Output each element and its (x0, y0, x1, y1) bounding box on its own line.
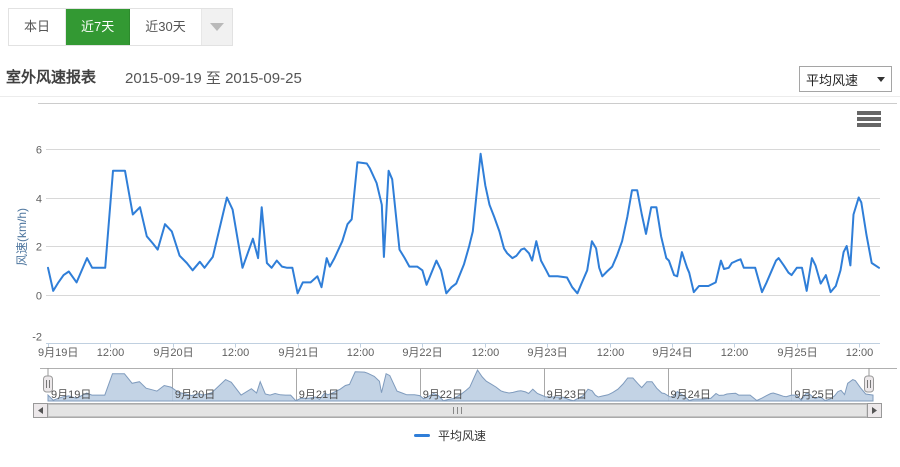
svg-text:12:00: 12:00 (347, 347, 375, 359)
svg-text:12:00: 12:00 (846, 347, 874, 359)
y-gridlines (46, 149, 880, 344)
svg-text:9月25日: 9月25日 (777, 347, 817, 359)
scrollbar (33, 403, 882, 418)
navigator: 9月19日 9月20日 9月21日 9月22日 9月23日 9月24日 9月25日 (40, 368, 897, 402)
svg-text:9月21日: 9月21日 (278, 347, 318, 359)
svg-text:12:00: 12:00 (721, 347, 749, 359)
svg-text:9月20日: 9月20日 (153, 347, 193, 359)
tab-today[interactable]: 本日 (9, 9, 67, 45)
svg-text:12:00: 12:00 (97, 347, 125, 359)
arrow-left-icon (38, 407, 43, 414)
legend: 平均风速 (0, 427, 900, 444)
metric-select[interactable]: 平均风速 (799, 66, 892, 92)
metric-select-value: 平均风速 (806, 72, 859, 88)
svg-text:0: 0 (36, 291, 42, 303)
svg-text:2: 2 (36, 242, 42, 254)
svg-text:4: 4 (36, 194, 42, 206)
svg-text:9月19日: 9月19日 (51, 389, 91, 401)
navigator-day-labels: 9月19日 9月20日 9月21日 9月22日 9月23日 9月24日 9月25日 (51, 389, 835, 401)
svg-text:9月23日: 9月23日 (527, 347, 567, 359)
x-axis: 9月19日 12:00 9月20日 12:00 9月21日 12:00 9月22日 12:00… (38, 343, 873, 359)
export-menu-button[interactable] (850, 104, 890, 132)
svg-text:9月21日: 9月21日 (299, 389, 339, 401)
arrow-right-icon (872, 407, 877, 414)
legend-item-average-wind-speed[interactable]: 平均风速 (413, 427, 486, 444)
scrollbar-left-arrow-button[interactable] (33, 403, 48, 418)
svg-text:12:00: 12:00 (222, 347, 250, 359)
svg-text:9月23日: 9月23日 (547, 389, 587, 401)
svg-text:9月24日: 9月24日 (671, 389, 711, 401)
svg-text:9月20日: 9月20日 (175, 389, 215, 401)
navigator-left-handle[interactable] (43, 368, 53, 393)
tab-last-7-days[interactable]: 近7天 (66, 9, 131, 45)
tab-dropdown-button[interactable] (201, 9, 232, 45)
svg-text:12:00: 12:00 (472, 347, 500, 359)
scrollbar-grip-icon (453, 407, 462, 414)
page-title: 室外风速报表 (6, 69, 97, 86)
legend-line-icon (413, 434, 430, 437)
y-axis-labels: 6 4 2 0 -2 (32, 145, 42, 344)
navigator-right-handle[interactable] (864, 368, 874, 393)
svg-text:9月22日: 9月22日 (402, 347, 442, 359)
svg-text:6: 6 (36, 145, 42, 157)
tab-last-30-days[interactable]: 近30天 (130, 9, 202, 45)
svg-text:9月25日: 9月25日 (794, 389, 834, 401)
date-range-text: 2015-09-19 至 2015-09-25 (125, 70, 302, 87)
scrollbar-right-arrow-button[interactable] (867, 403, 882, 418)
svg-text:-2: -2 (32, 332, 42, 344)
wind-speed-chart: 风速(km/h) 6 4 2 0 -2 9月19日 12:00 9月20日 12:00 9月21… (15, 103, 897, 418)
legend-label: 平均风速 (437, 429, 486, 443)
hamburger-icon (857, 111, 881, 127)
header-separator (0, 96, 900, 97)
svg-text:9月24日: 9月24日 (652, 347, 692, 359)
date-range-tab-group: 本日 近7天 近30天 (8, 8, 233, 46)
svg-text:9月19日: 9月19日 (38, 347, 78, 359)
svg-text:12:00: 12:00 (597, 347, 625, 359)
navigator-area-series (47, 368, 874, 402)
series-line-average-wind-speed (47, 152, 880, 295)
chevron-down-icon (877, 76, 885, 82)
chevron-down-icon (209, 23, 224, 31)
plot-area[interactable] (48, 112, 880, 343)
y-axis-title: 风速(km/h) (15, 208, 29, 266)
svg-text:9月22日: 9月22日 (423, 389, 463, 401)
